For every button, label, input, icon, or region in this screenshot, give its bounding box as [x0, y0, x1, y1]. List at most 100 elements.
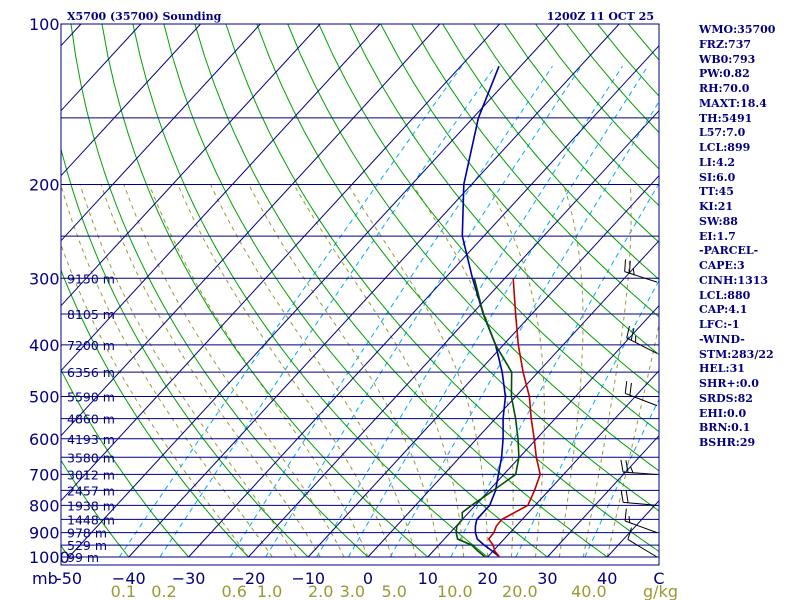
height-label: 4193 m	[67, 432, 115, 447]
index-line: -WIND-	[699, 332, 745, 346]
index-line: KI:21	[699, 200, 734, 213]
moist-adiabat-line	[177, 184, 393, 558]
mixing-ratio-line	[316, 65, 623, 558]
barb-flag	[630, 466, 634, 473]
index-line: EHI:0.0	[699, 406, 747, 420]
height-label: 3012 m	[67, 467, 115, 482]
moist-adiabat-line	[100, 184, 321, 558]
pressure-tick-label: 900	[29, 524, 60, 543]
pressure-tick-label: 100	[29, 15, 60, 34]
temperature-tick-label: −20	[232, 569, 266, 588]
height-label: 1938 m	[67, 498, 115, 513]
barb-flag	[625, 460, 629, 473]
wind-barbs	[620, 259, 658, 558]
wind-barb	[626, 325, 658, 354]
index-line: TT:45	[699, 185, 734, 199]
index-line: HEL:31	[699, 362, 745, 376]
mixing-ratio-label: 0.6	[221, 582, 246, 600]
temperature-tick-label: 30	[537, 569, 557, 588]
index-line: LI:4.2	[699, 155, 736, 169]
temperature-tick-label: −10	[291, 569, 325, 588]
height-label: 978 m	[67, 526, 107, 541]
index-line: BRN:0.1	[699, 421, 751, 435]
isotherm-line	[367, 239, 659, 558]
index-line: -PARCEL-	[699, 244, 759, 258]
temperature-tick-label: 0	[363, 569, 373, 588]
mixing-ratio-label: 5.0	[382, 582, 407, 600]
barb-flag	[630, 328, 635, 341]
isotherm-line	[61, 24, 201, 177]
height-label: 6356 m	[67, 365, 115, 380]
barb-shaft	[627, 539, 658, 558]
isotherm-line	[61, 24, 500, 502]
pressure-tick-label: 400	[29, 336, 60, 355]
mixing-ratio-label: 0.1	[111, 582, 136, 600]
isotherm-line	[61, 24, 381, 372]
height-label: 529 m	[67, 538, 107, 553]
index-line: SHR+:0.0	[699, 377, 759, 390]
plot-frame	[60, 23, 660, 566]
index-line: PW:0.82	[699, 67, 750, 81]
index-line: EI:1.7	[699, 229, 736, 243]
barb-flag	[628, 260, 631, 274]
pressure-tick-label: 500	[29, 388, 60, 407]
barb-flag	[627, 527, 632, 540]
barb-flag	[624, 259, 627, 272]
mixing-ratio-label: 3.0	[340, 582, 365, 600]
height-label: 1448 m	[67, 512, 115, 527]
index-line: MAXT:18.4	[699, 96, 767, 110]
temperature-tick-label: −30	[172, 569, 206, 588]
sounding-traces	[455, 65, 542, 558]
barb-flag	[624, 381, 628, 394]
moist-adiabat-line	[486, 184, 545, 558]
mixing-ratio-line	[229, 65, 553, 558]
chart-datetime: 1200Z 11 OCT 25	[547, 10, 654, 23]
barb-shaft	[626, 337, 658, 354]
index-line: SW:88	[699, 214, 738, 228]
mixing-ratio-line	[265, 65, 582, 558]
mixing-ratio-label: 0.2	[151, 582, 176, 600]
isotherm-line	[61, 24, 321, 307]
height-label: 4860 m	[67, 412, 115, 427]
index-line: LCL:899	[699, 141, 751, 154]
index-line: LCL:880	[699, 288, 751, 302]
height-label: 2457 m	[67, 483, 115, 498]
temperature-tick-label: 40	[597, 569, 617, 588]
temperature-trace	[487, 278, 542, 558]
temperature-tick-label: 20	[477, 569, 497, 588]
temperature-tick-label: −40	[112, 569, 146, 588]
height-label: 5590 m	[67, 390, 115, 405]
index-line: RH:70.0	[699, 82, 750, 95]
barb-flag	[624, 508, 627, 522]
barb-flag	[625, 490, 629, 503]
isotherm-line	[547, 434, 659, 558]
dewpoint-trace	[455, 278, 520, 558]
isotherm-line	[61, 24, 261, 242]
barb-flag	[620, 459, 624, 473]
pressure-tick-label: 200	[29, 175, 60, 194]
isotherm-line	[307, 174, 659, 558]
height-label: 8105 m	[67, 307, 115, 322]
index-line: LFC:-1	[699, 318, 740, 331]
mixing-ratio-label: 2.0	[308, 582, 333, 600]
index-line: SRDS:82	[699, 391, 753, 405]
height-label: 9150 m	[67, 271, 115, 286]
index-line: FRZ:737	[699, 37, 752, 51]
pressure-tick-label: 700	[29, 465, 60, 484]
barb-flag	[632, 268, 635, 275]
pressure-unit-label: mb	[32, 569, 58, 588]
isotherm-line	[61, 24, 441, 437]
index-line: SI:6.0	[699, 170, 736, 184]
index-line: L57:7.0	[699, 126, 746, 140]
isotherm-line	[128, 24, 620, 558]
sounding-indices: WMO:35700 FRZ:737 WB0:793 PW:0.82 RH:70.…	[699, 23, 775, 451]
index-line: WMO:35700	[699, 23, 776, 36]
mixing-ratio-line	[515, 279, 659, 558]
mixing-ratio-line	[118, 65, 463, 558]
barb-flag	[626, 325, 630, 339]
barb-shaft	[624, 271, 658, 283]
temperature-tick-label: -50	[56, 569, 82, 588]
index-line: STM:283/22	[699, 347, 774, 361]
wind-barb	[620, 459, 658, 475]
